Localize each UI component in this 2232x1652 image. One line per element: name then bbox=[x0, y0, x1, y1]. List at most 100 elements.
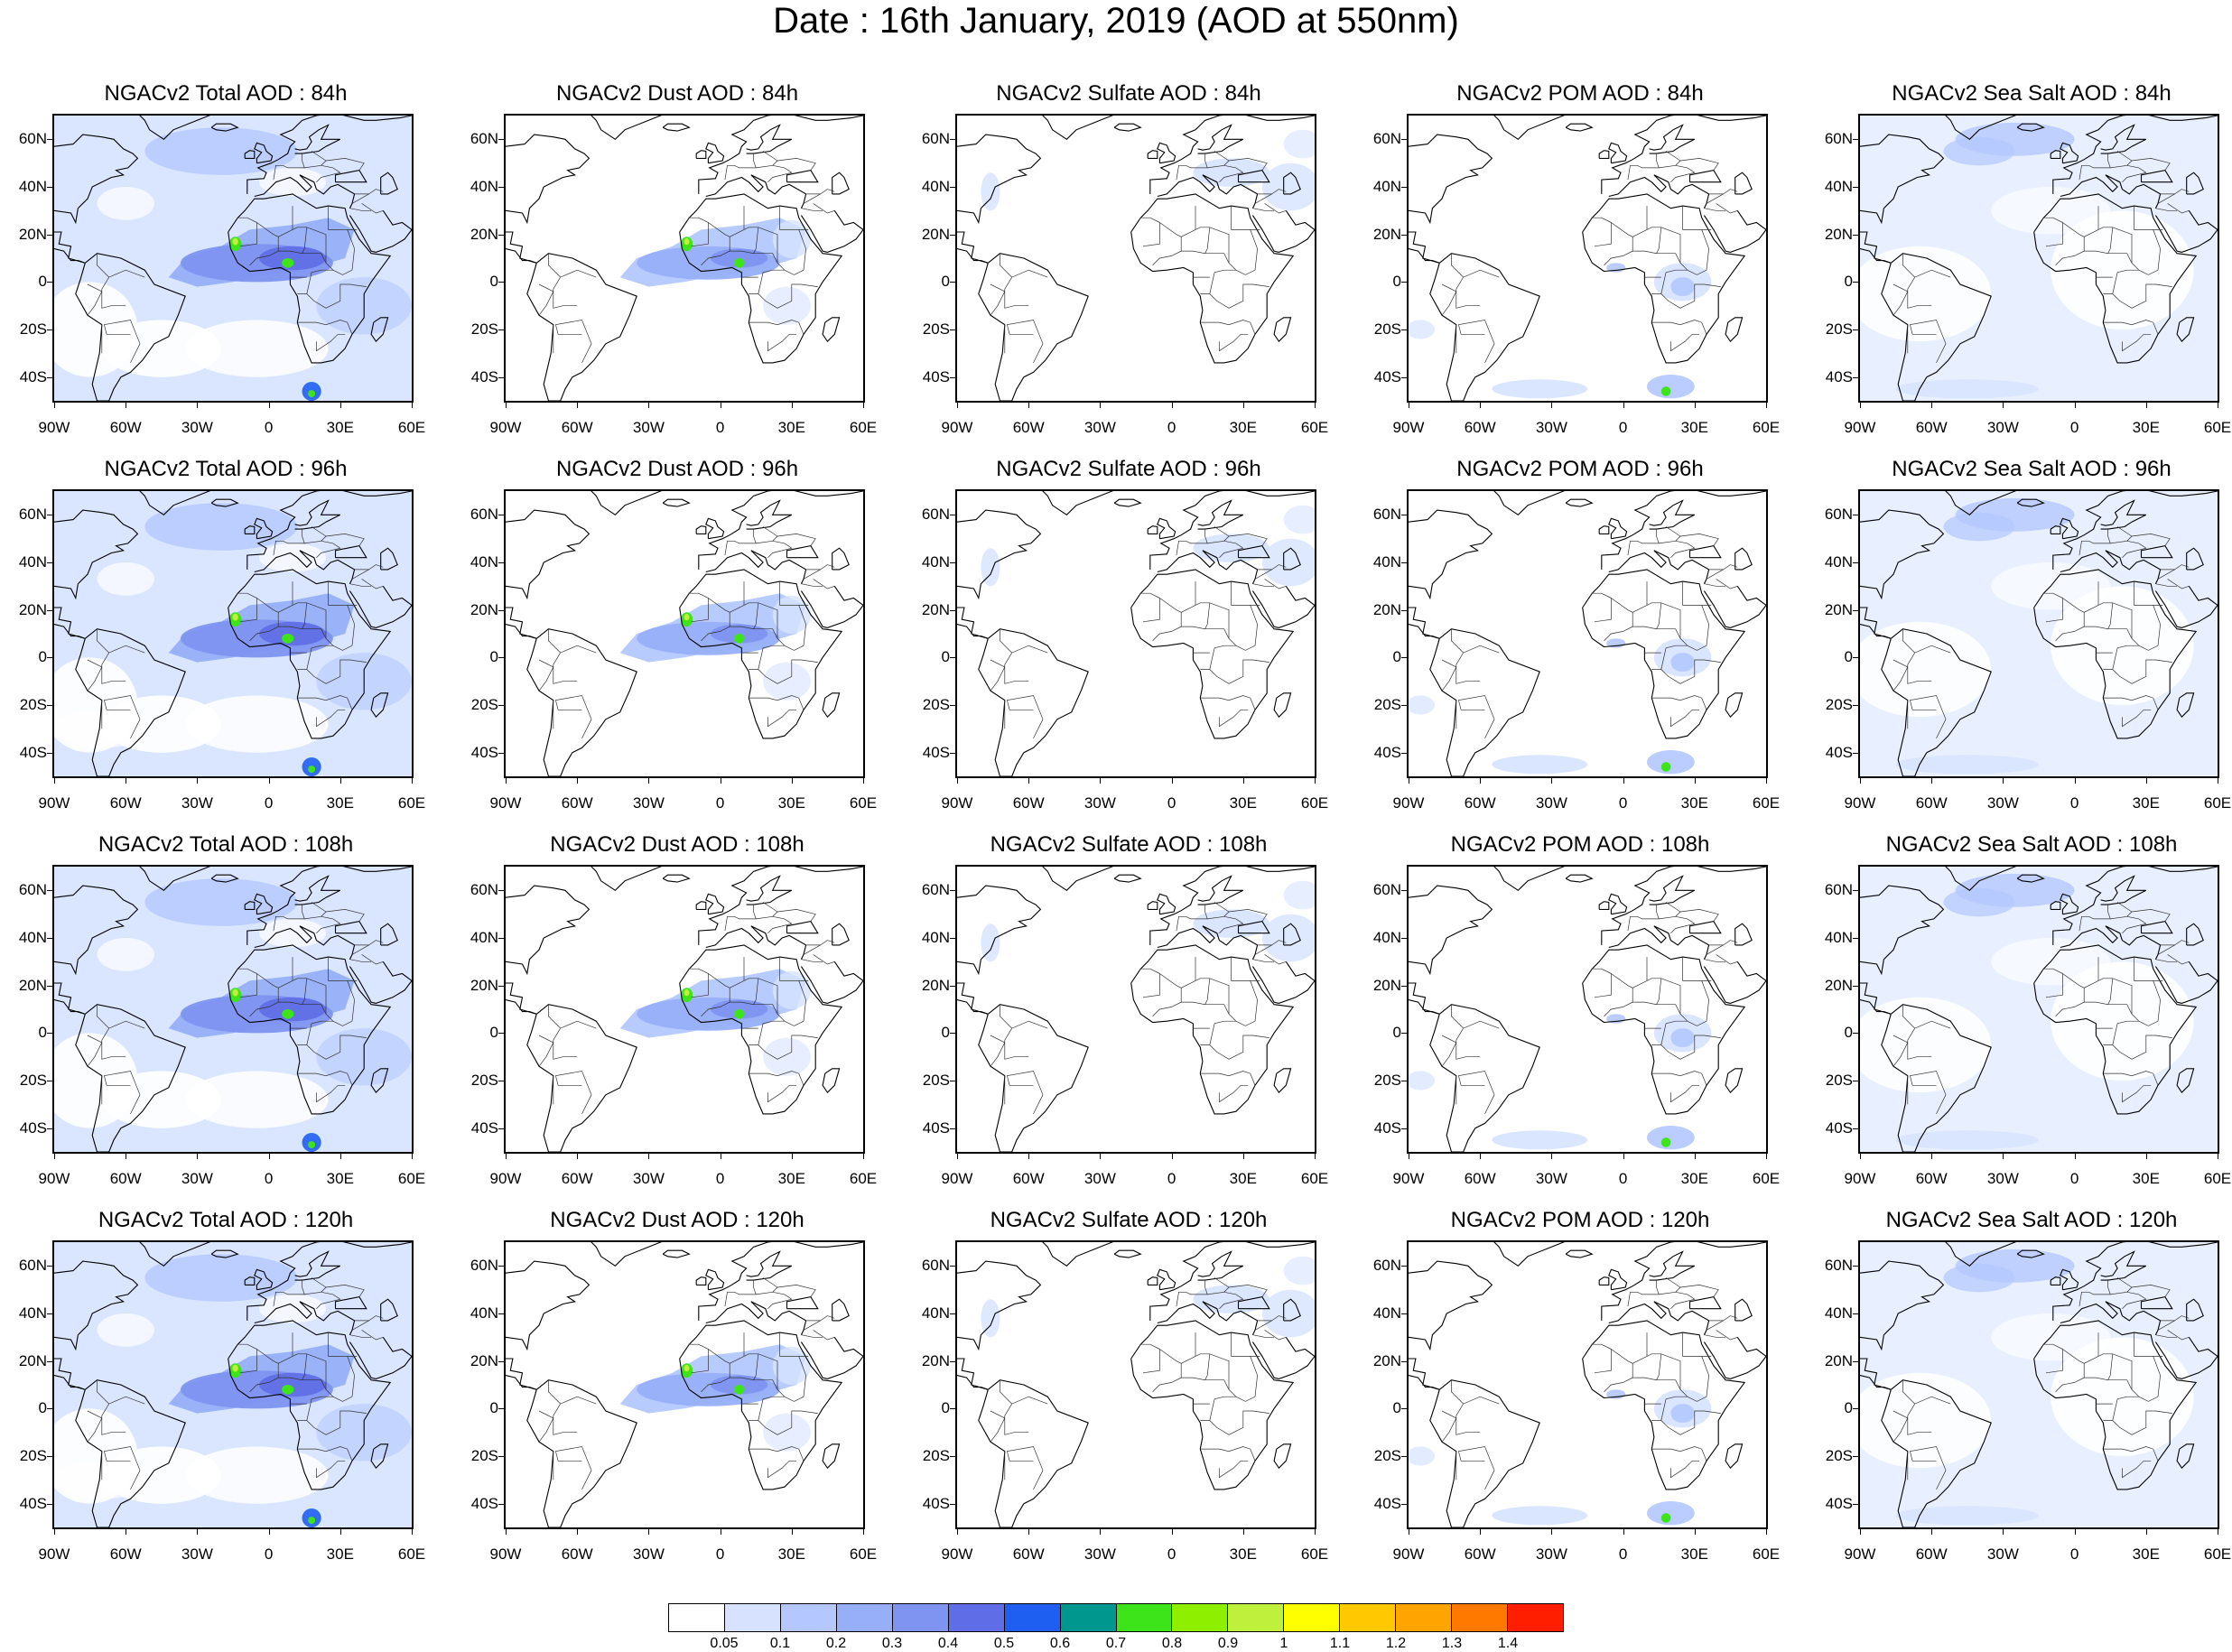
longitude-label: 30W bbox=[1986, 419, 2019, 436]
latitude-label: 40S bbox=[1373, 367, 1401, 385]
longitude-label: 0 bbox=[1167, 1170, 1176, 1187]
latitude-label: 20N bbox=[470, 600, 498, 618]
aod-field-map bbox=[957, 1242, 1315, 1527]
latitude-label: 40S bbox=[922, 743, 950, 761]
latitude-label: 20S bbox=[19, 320, 47, 338]
latitude-label: 40N bbox=[921, 178, 950, 195]
longitude-tick bbox=[1694, 1154, 1696, 1159]
latitude-label: 20S bbox=[19, 1072, 47, 1089]
map-area bbox=[52, 1240, 414, 1529]
longitude-tick bbox=[577, 778, 579, 784]
longitude-tick bbox=[1623, 778, 1624, 784]
longitude-label: 60W bbox=[561, 1545, 593, 1563]
longitude-tick bbox=[1480, 1529, 1482, 1535]
latitude-tick bbox=[47, 1408, 52, 1410]
longitude-tick bbox=[506, 403, 507, 408]
latitude-tick bbox=[47, 1313, 52, 1314]
latitude-tick bbox=[1401, 1360, 1407, 1362]
longitude-tick bbox=[1623, 1529, 1624, 1535]
longitude-tick bbox=[1100, 1154, 1102, 1159]
latitude-label: 20S bbox=[1373, 696, 1401, 713]
latitude-tick bbox=[950, 139, 955, 141]
longitude-label: 30E bbox=[777, 1170, 805, 1187]
latitude-tick bbox=[498, 1128, 504, 1129]
map-panel-pom-row4: NGACv2 POM AOD : 120h 60N 40N 20N 0 20S 40S 90W… bbox=[1354, 1208, 1806, 1569]
longitude-tick bbox=[648, 1529, 650, 1535]
latitude-tick bbox=[1853, 1313, 1858, 1314]
longitude-tick bbox=[54, 403, 55, 408]
latitude-label: 20N bbox=[1372, 976, 1401, 994]
map-panel-total-row3: NGACv2 Total AOD : 108h 60N 40N 20N 0 20S 40S 9… bbox=[0, 832, 451, 1193]
map-area bbox=[1858, 489, 2219, 778]
latitude-label: 0 bbox=[489, 1024, 498, 1042]
latitude-tick bbox=[1853, 139, 1858, 141]
longitude-label: 90W bbox=[1844, 1170, 1876, 1187]
longitude-label: 60E bbox=[1752, 1545, 1781, 1563]
map-panel-pom-row1: NGACv2 POM AOD : 84h 60N 40N 20N 0 20S 40S 90W 6… bbox=[1354, 81, 1806, 442]
longitude-tick bbox=[791, 778, 793, 784]
latitude-label: 40N bbox=[1372, 178, 1401, 195]
latitude-tick bbox=[950, 234, 955, 236]
latitude-label: 40S bbox=[1373, 1118, 1401, 1137]
longitude-label: 30E bbox=[326, 1170, 354, 1187]
longitude-label: 30W bbox=[1986, 794, 2019, 812]
aod-field-map bbox=[506, 867, 863, 1152]
latitude-label: 0 bbox=[1392, 1024, 1401, 1042]
longitude-tick bbox=[197, 403, 199, 408]
latitude-label: 0 bbox=[1844, 1399, 1853, 1417]
latitude-label: 0 bbox=[1392, 273, 1401, 291]
longitude-tick bbox=[1694, 1529, 1696, 1535]
latitude-tick bbox=[47, 139, 52, 141]
colorbar-label: 0.05 bbox=[710, 1636, 739, 1651]
latitude-label: 20N bbox=[18, 225, 47, 243]
longitude-label: 30E bbox=[777, 419, 805, 436]
map-area bbox=[1858, 1240, 2219, 1529]
latitude-tick bbox=[498, 1360, 504, 1362]
latitude-tick bbox=[498, 139, 504, 141]
longitude-label: 30E bbox=[1229, 1545, 1257, 1563]
latitude-tick bbox=[950, 1128, 955, 1129]
colorbar-label: 0.5 bbox=[993, 1636, 1015, 1651]
latitude-tick bbox=[1853, 187, 1858, 188]
panel-title: NGACv2 Total AOD : 120h bbox=[98, 1208, 354, 1232]
longitude-tick bbox=[2003, 1529, 2004, 1535]
longitude-label: 30E bbox=[777, 1545, 805, 1563]
latitude-label: 0 bbox=[38, 1399, 47, 1417]
latitude-label: 20N bbox=[1824, 600, 1853, 618]
latitude-tick bbox=[950, 985, 955, 987]
longitude-tick bbox=[2003, 403, 2004, 408]
longitude-label: 60W bbox=[109, 1545, 142, 1563]
latitude-tick bbox=[1401, 376, 1407, 378]
longitude-label: 0 bbox=[264, 794, 274, 812]
latitude-tick bbox=[950, 890, 955, 892]
aod-field-map bbox=[1860, 491, 2218, 776]
colorbar-label: 0.7 bbox=[1105, 1636, 1127, 1651]
longitude-label: 30W bbox=[181, 1170, 213, 1187]
longitude-label: 60W bbox=[109, 794, 142, 812]
latitude-tick bbox=[498, 187, 504, 188]
latitude-label: 20S bbox=[922, 696, 950, 713]
latitude-label: 60N bbox=[1824, 1257, 1853, 1275]
longitude-tick bbox=[648, 403, 650, 408]
latitude-label: 60N bbox=[18, 881, 47, 899]
longitude-label: 60W bbox=[1915, 1545, 1948, 1563]
latitude-tick bbox=[950, 938, 955, 939]
longitude-label: 60W bbox=[1012, 1170, 1045, 1187]
colorbar-swatch bbox=[1172, 1604, 1229, 1631]
longitude-label: 90W bbox=[38, 419, 70, 436]
longitude-label: 30E bbox=[326, 419, 354, 436]
longitude-tick bbox=[1242, 1529, 1244, 1535]
latitude-label: 40S bbox=[19, 1494, 47, 1512]
latitude-tick bbox=[47, 657, 52, 659]
longitude-tick bbox=[1623, 1154, 1624, 1159]
latitude-label: 40S bbox=[1825, 743, 1853, 761]
map-panel-total-row1: NGACv2 Total AOD : 84h 60N 40N 20N 0 20S 40S 90… bbox=[0, 81, 451, 442]
longitude-label: 60W bbox=[1464, 419, 1496, 436]
latitude-label: 40N bbox=[18, 553, 47, 571]
latitude-label: 0 bbox=[941, 1024, 950, 1042]
latitude-tick bbox=[1853, 752, 1858, 754]
latitude-label: 0 bbox=[941, 1399, 950, 1417]
longitude-tick bbox=[1766, 1154, 1767, 1159]
latitude-tick bbox=[498, 1266, 504, 1267]
